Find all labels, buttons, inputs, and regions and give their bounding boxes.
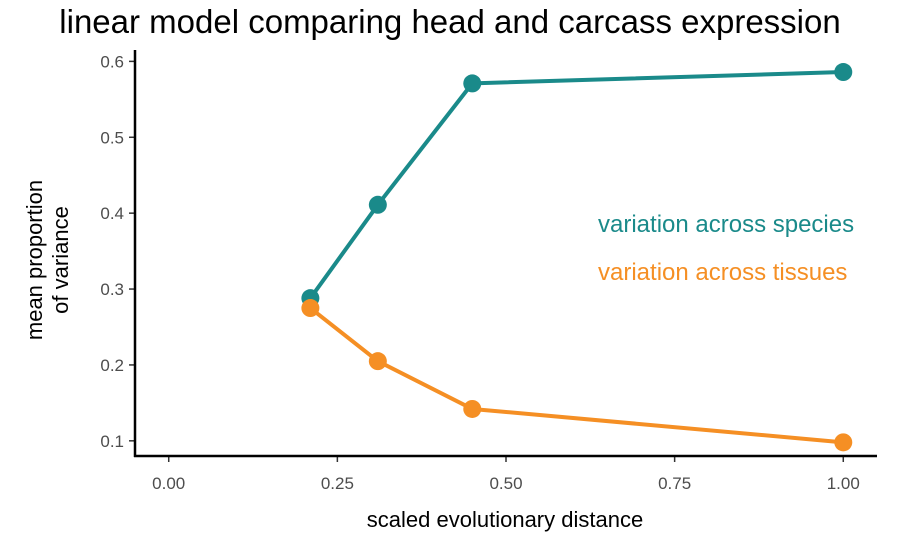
data-point bbox=[463, 399, 482, 418]
x-tick-label: 0.00 bbox=[152, 474, 185, 493]
chart-title: linear model comparing head and carcass … bbox=[59, 3, 840, 40]
legend-entry: variation across tissues bbox=[598, 259, 847, 286]
y-tick-label: 0.2 bbox=[100, 356, 124, 375]
axes bbox=[133, 50, 877, 458]
data-point bbox=[368, 352, 387, 371]
data-point bbox=[834, 63, 853, 82]
x-tick-label: 1.00 bbox=[827, 474, 860, 493]
x-axis-title: scaled evolutionary distance bbox=[367, 507, 643, 532]
data-point bbox=[834, 433, 853, 452]
x-tick-label: 0.75 bbox=[658, 474, 691, 493]
axis-ticks: 0.1 0.2 0.3 0.4 0.5 0.6 0.00 0.25 0.50 0.75 1.00 bbox=[100, 52, 859, 493]
series-line bbox=[308, 306, 846, 445]
y-axis-title-line-2: of variance bbox=[48, 206, 73, 314]
series-group bbox=[301, 63, 853, 452]
legend-entry: variation across species bbox=[598, 211, 854, 238]
y-axis-title: mean proportion of variance bbox=[22, 180, 73, 340]
data-point bbox=[368, 195, 387, 214]
x-tick-label: 0.25 bbox=[321, 474, 354, 493]
data-point bbox=[301, 299, 320, 318]
y-tick-label: 0.5 bbox=[100, 128, 124, 147]
y-axis-title-line-1: mean proportion bbox=[22, 180, 47, 340]
data-point bbox=[463, 74, 482, 93]
series-1 bbox=[301, 299, 853, 452]
series-line bbox=[308, 70, 846, 301]
x-tick-label: 0.50 bbox=[489, 474, 522, 493]
legend: variation across species variation across… bbox=[598, 211, 854, 286]
y-tick-label: 0.6 bbox=[100, 52, 124, 71]
y-tick-label: 0.3 bbox=[100, 280, 124, 299]
y-tick-label: 0.1 bbox=[100, 432, 124, 451]
y-tick-label: 0.4 bbox=[100, 204, 124, 223]
